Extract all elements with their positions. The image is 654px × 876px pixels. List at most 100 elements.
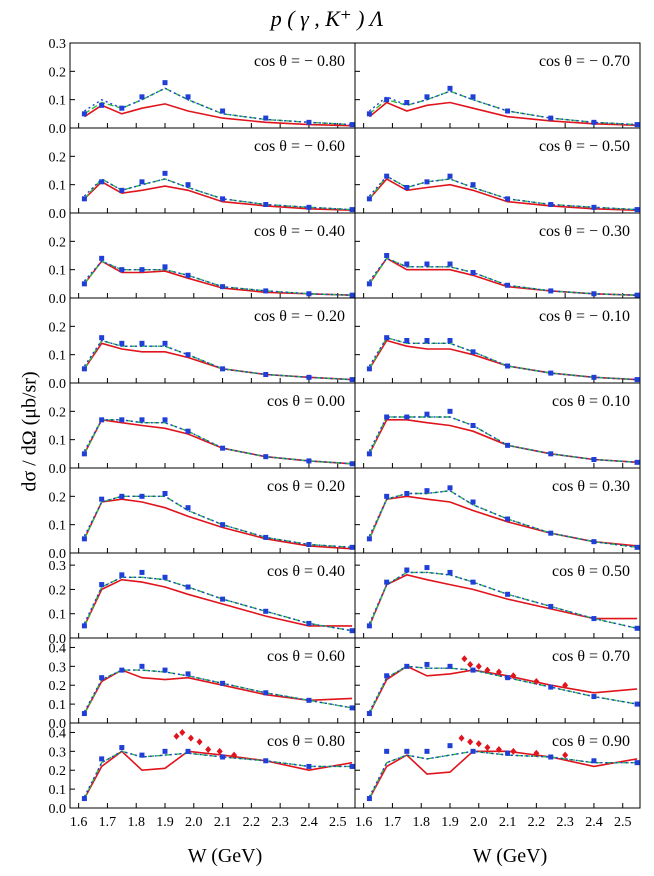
y-tick-label: 0.2	[49, 679, 67, 694]
x-axis-label-right: W (GeV)	[472, 845, 548, 867]
data-point	[404, 748, 410, 754]
data-point	[447, 743, 453, 749]
x-tick-label: 2.3	[271, 815, 289, 830]
data-point	[185, 182, 191, 188]
y-tick-label: 0.2	[49, 320, 67, 335]
data-point	[505, 442, 511, 448]
data-point	[548, 684, 554, 690]
data-point	[634, 207, 640, 213]
y-tick-label: 0.1	[49, 434, 67, 449]
data-point	[591, 119, 597, 125]
data-point	[366, 796, 372, 802]
curve-model-blue	[83, 260, 353, 296]
x-tick-label: 2.1	[499, 815, 517, 830]
data-point	[548, 530, 554, 536]
data-point-alt	[562, 681, 569, 689]
data-point	[634, 544, 640, 550]
x-tick-label: 1.6	[355, 815, 373, 830]
curve-model-blue	[368, 489, 638, 548]
data-point	[447, 173, 453, 179]
data-point	[119, 417, 125, 423]
data-point	[99, 255, 105, 261]
curve-model-red	[368, 339, 638, 381]
data-point	[424, 94, 430, 100]
data-point	[306, 542, 312, 547]
curve-model-blue	[368, 257, 638, 296]
panel-label: cos θ = 0.30	[552, 478, 630, 495]
data-point	[366, 711, 372, 717]
curve-model-red	[368, 574, 638, 627]
data-point	[404, 100, 410, 105]
data-point	[366, 451, 372, 457]
data-point	[404, 414, 410, 420]
data-point	[185, 272, 191, 278]
data-point	[162, 417, 168, 423]
data-point	[470, 182, 476, 188]
y-tick-label: 0.1	[49, 264, 67, 279]
curve-model-green	[83, 419, 353, 465]
y-tick-label: 0.2	[49, 490, 67, 505]
data-point-alt	[533, 749, 540, 757]
x-tick-label: 1.8	[127, 815, 145, 830]
y-tick-label: 0.2	[49, 583, 67, 598]
data-point	[470, 94, 476, 100]
curve-model-green	[368, 90, 638, 126]
curve-model-blue	[368, 665, 638, 713]
curve-model-green	[83, 576, 353, 632]
data-point-alt	[173, 732, 180, 740]
data-point-alt	[510, 672, 517, 680]
panel-label: cos θ = 0.80	[267, 733, 345, 750]
data-point	[185, 505, 191, 511]
y-tick-label: 0.3	[49, 37, 67, 52]
curve-model-blue	[368, 750, 638, 798]
curve-model-blue	[84, 87, 353, 126]
data-point	[139, 569, 145, 575]
data-point	[548, 288, 554, 294]
data-point	[220, 445, 226, 451]
curve-model-red	[368, 665, 638, 714]
curve-model-blue	[368, 336, 638, 381]
data-point	[185, 428, 191, 434]
y-tick-label: 0.4	[49, 641, 67, 656]
data-point	[162, 340, 168, 346]
y-tick-label: 0.1	[49, 698, 67, 713]
curve-model-red	[83, 342, 353, 381]
panel-label: cos θ = 0.70	[552, 648, 630, 665]
curve-model-green	[368, 665, 638, 714]
curve-model-red	[368, 495, 638, 547]
data-point	[366, 196, 372, 202]
x-tick-label: 2.2	[528, 815, 546, 830]
x-tick-label: 2.5	[614, 815, 632, 830]
data-point	[263, 608, 269, 614]
y-tick-label: 0.3	[49, 559, 67, 574]
data-point	[366, 623, 372, 629]
data-point-alt	[475, 740, 482, 748]
data-point	[99, 179, 105, 185]
y-tick-label: 0.0	[49, 377, 67, 392]
x-tick-label: 2.5	[329, 815, 347, 830]
panel-label: cos θ = − 0.30	[539, 223, 630, 240]
curve-model-green	[83, 260, 353, 296]
data-point	[81, 196, 87, 202]
y-tick-label: 0.2	[49, 65, 67, 80]
y-tick-label: 0.2	[49, 764, 67, 779]
chart-title: p ( γ , K⁺ ) Λ	[270, 6, 384, 31]
panel-label: cos θ = 0.60	[267, 648, 345, 665]
data-point-alt	[461, 655, 468, 663]
y-tick-label: 0.0	[49, 122, 67, 137]
data-point	[99, 582, 105, 588]
data-point	[220, 196, 226, 202]
curve-model-blue	[83, 669, 353, 713]
data-point-alt	[467, 660, 474, 668]
data-point	[404, 491, 410, 496]
data-point	[220, 108, 226, 114]
data-point	[263, 534, 269, 540]
data-point	[505, 196, 511, 202]
data-point	[447, 569, 453, 575]
y-tick-label: 0.2	[49, 235, 67, 250]
data-point	[548, 115, 554, 121]
data-point-alt	[495, 745, 502, 753]
data-point	[349, 628, 355, 634]
data-point	[384, 173, 390, 179]
